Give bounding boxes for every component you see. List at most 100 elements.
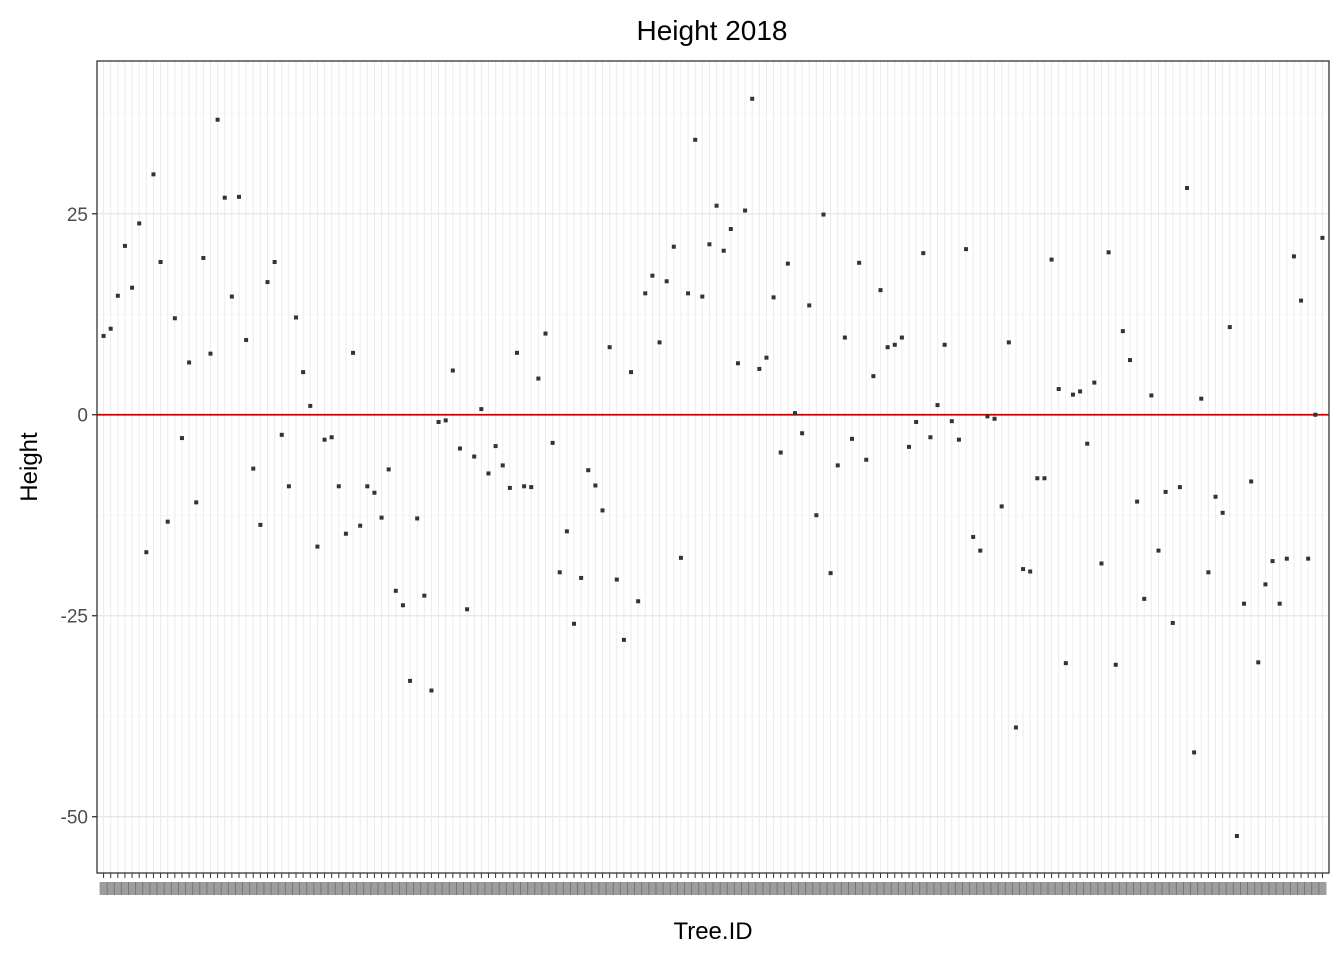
data-point	[1306, 556, 1311, 561]
x-tick-label-overlap	[905, 882, 914, 895]
x-tick-label-overlap	[962, 882, 971, 895]
x-tick-label-overlap	[1289, 882, 1298, 895]
x-tick-label-overlap	[1183, 882, 1192, 895]
data-point	[835, 463, 840, 468]
x-tick-label-overlap	[1125, 882, 1134, 895]
x-tick-label-overlap	[220, 882, 229, 895]
data-point	[842, 335, 847, 340]
x-tick-label-overlap	[320, 882, 329, 895]
data-point	[721, 248, 726, 253]
data-point	[408, 678, 413, 683]
data-point	[372, 490, 377, 495]
x-tick-label-overlap	[912, 882, 921, 895]
x-tick-label-overlap	[1097, 882, 1106, 895]
x-tick-label-overlap	[577, 882, 586, 895]
data-point	[429, 688, 434, 693]
data-point	[828, 571, 833, 576]
data-point	[358, 523, 363, 528]
x-tick-label-overlap	[862, 882, 871, 895]
data-point	[678, 555, 683, 560]
x-tick-label-overlap	[135, 882, 144, 895]
x-tick-label-overlap	[512, 882, 521, 895]
data-point	[907, 444, 912, 449]
x-tick-label-overlap	[1090, 882, 1099, 895]
data-point	[714, 203, 719, 208]
x-tick-label-overlap	[120, 882, 129, 895]
data-point	[949, 419, 954, 424]
data-point	[1006, 340, 1011, 345]
x-tick-label-overlap	[1004, 882, 1013, 895]
data-point	[301, 370, 306, 375]
data-points	[101, 96, 1325, 839]
data-point	[600, 508, 605, 513]
data-point	[693, 137, 698, 142]
data-point	[992, 416, 997, 421]
data-point	[279, 432, 284, 437]
x-tick-label-overlap	[748, 882, 757, 895]
x-tick-label-overlap	[805, 882, 814, 895]
x-tick-label-overlap	[249, 882, 258, 895]
data-point	[500, 463, 505, 468]
x-tick-label-overlap	[1168, 882, 1177, 895]
data-point	[1028, 569, 1033, 574]
x-tick-label-overlap	[185, 882, 194, 895]
data-point	[1170, 620, 1175, 625]
x-tick-label-overlap	[1297, 882, 1306, 895]
x-tick-label-overlap	[434, 882, 443, 895]
data-point	[1234, 834, 1239, 839]
x-tick-label-overlap	[177, 882, 186, 895]
x-tick-label-overlap	[391, 882, 400, 895]
x-tick-label-overlap	[341, 882, 350, 895]
data-point	[1177, 485, 1182, 490]
data-point	[643, 291, 648, 296]
y-axis-title: Height	[16, 432, 43, 502]
data-point	[187, 360, 192, 365]
data-point	[1156, 548, 1161, 553]
data-point	[1242, 601, 1247, 606]
x-tick-label-overlap	[1140, 882, 1149, 895]
data-point	[436, 419, 441, 424]
data-point	[914, 419, 919, 424]
x-tick-label-overlap	[1282, 882, 1291, 895]
data-point	[928, 435, 933, 440]
x-tick-label-overlap	[1047, 882, 1056, 895]
data-point	[536, 376, 541, 381]
data-point	[215, 117, 220, 122]
data-point	[885, 345, 890, 350]
x-tick-label-overlap	[292, 882, 301, 895]
x-tick-label-overlap	[1133, 882, 1142, 895]
data-point	[493, 444, 498, 449]
data-point	[572, 621, 577, 626]
data-point	[130, 285, 135, 290]
x-tick-label-overlap	[1076, 882, 1085, 895]
data-point	[743, 208, 748, 213]
data-point	[179, 436, 184, 441]
x-tick-label-overlap	[876, 882, 885, 895]
y-axis-ticks: 25 0 -25 -50	[61, 205, 97, 829]
data-point	[707, 242, 712, 247]
data-point	[258, 522, 263, 527]
x-tick-label-overlap	[413, 882, 422, 895]
x-tick-label-overlap	[448, 882, 457, 895]
data-point	[1120, 329, 1125, 334]
data-point	[778, 450, 783, 455]
x-tick-label-overlap	[555, 882, 564, 895]
data-point	[315, 544, 320, 549]
x-tick-label-overlap	[384, 882, 393, 895]
data-point	[208, 351, 213, 356]
data-point	[393, 588, 398, 593]
data-point	[1199, 396, 1204, 401]
data-point	[172, 316, 177, 321]
data-point	[465, 607, 470, 612]
x-tick-label-overlap	[306, 882, 315, 895]
x-tick-label-overlap	[206, 882, 215, 895]
x-tick-label-overlap	[940, 882, 949, 895]
x-tick-label-overlap	[719, 882, 728, 895]
x-tick-label-overlap	[1111, 882, 1120, 895]
y-tick-label: -25	[61, 607, 88, 628]
y-tick-label: -50	[61, 808, 88, 829]
x-tick-label-overlap	[1311, 882, 1320, 895]
data-point	[1092, 380, 1097, 385]
data-point	[308, 403, 313, 408]
data-point	[415, 516, 420, 521]
